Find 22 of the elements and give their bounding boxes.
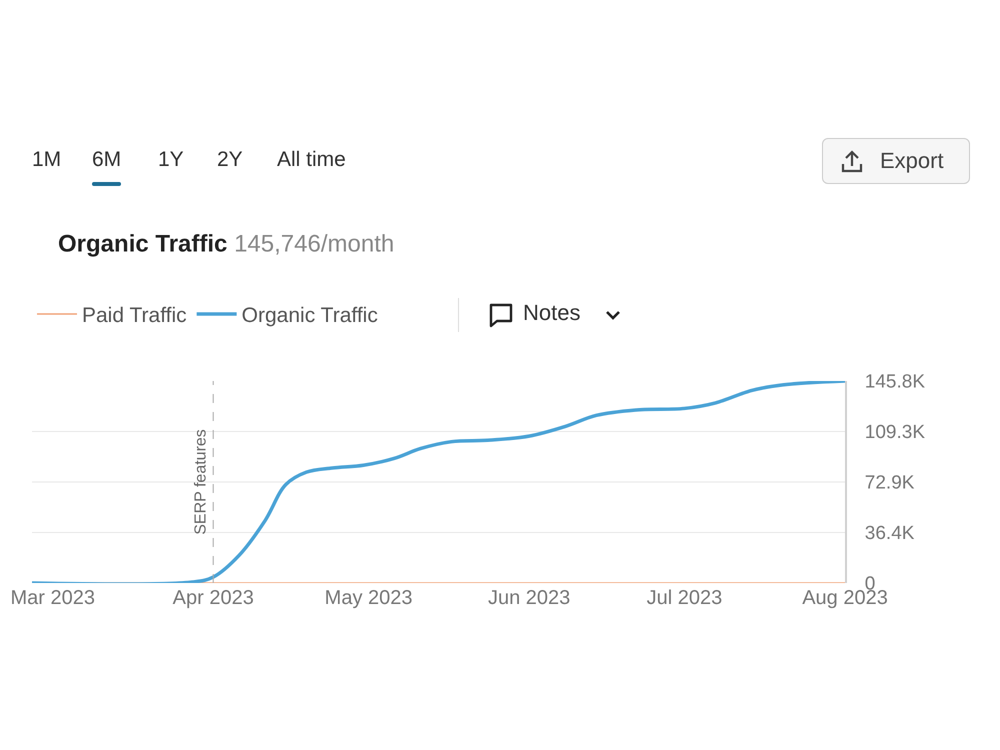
legend-label: Paid Traffic bbox=[82, 304, 187, 328]
y-tick-label: 36.4K bbox=[864, 523, 915, 544]
text: 1M bbox=[32, 148, 62, 172]
legend-label: Organic Traffic bbox=[242, 304, 378, 328]
text: All time bbox=[277, 148, 346, 172]
x-tick-label: Jul 2023 bbox=[646, 587, 722, 609]
text: Export bbox=[880, 148, 944, 174]
chart-subtitle: 145,746/month bbox=[234, 230, 394, 258]
x-tick-label: May 2023 bbox=[324, 587, 413, 609]
text: 2Y bbox=[217, 148, 243, 172]
x-tick-label: Jun 2023 bbox=[488, 587, 570, 609]
y-tick-label: 109.3K bbox=[864, 422, 926, 444]
y-tick-label: 145.8K bbox=[864, 372, 926, 393]
line-series bbox=[32, 381, 845, 583]
ref-line-label: SERP features bbox=[192, 429, 210, 535]
text: 6M bbox=[92, 148, 122, 172]
text: Notes bbox=[523, 300, 580, 326]
y-tick-label: 72.9K bbox=[864, 472, 915, 494]
chart-title: Organic Traffic bbox=[58, 230, 228, 258]
x-tick-label: Mar 2023 bbox=[10, 587, 95, 609]
x-tick-label: Apr 2023 bbox=[172, 587, 254, 609]
text: 1Y bbox=[158, 148, 184, 172]
